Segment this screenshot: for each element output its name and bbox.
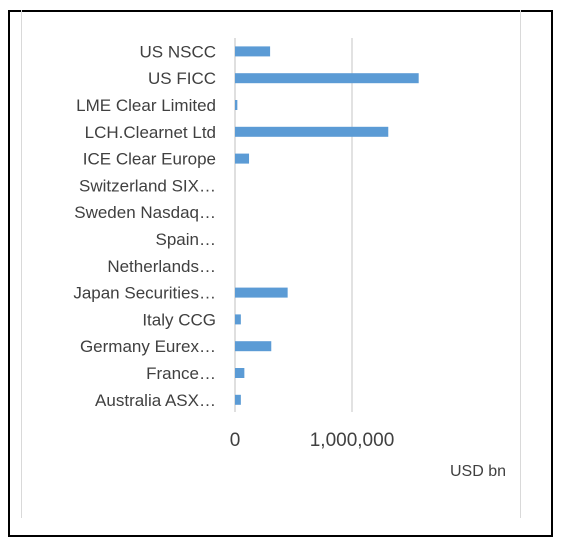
category-label-7: Spain…: [156, 230, 216, 249]
bar-4: [235, 153, 250, 164]
bars: [235, 46, 419, 405]
x-tick-label-1: 1,000,000: [310, 430, 395, 451]
category-label-8: Netherlands…: [107, 257, 216, 276]
x-axis-label: USD bn: [450, 463, 506, 480]
category-label-6: Sweden Nasdaq…: [74, 203, 216, 222]
x-tick-labels: 0 1,000,000: [230, 430, 395, 451]
chart-frame: [8, 10, 553, 537]
right-divider: [520, 10, 521, 518]
bar-0: [235, 46, 271, 57]
category-label-3: LCH.Clearnet Ltd: [85, 123, 216, 142]
x-tick-label-0: 0: [230, 430, 241, 451]
category-label-13: Australia ASX…: [95, 391, 216, 410]
category-label-2: LME Clear Limited: [76, 96, 216, 115]
bar-1: [235, 73, 419, 84]
category-label-12: France…: [146, 364, 216, 383]
bar-2: [235, 100, 238, 110]
category-label-1: US FICC: [148, 69, 216, 88]
category-label-9: Japan Securities…: [73, 284, 216, 303]
bar-9: [235, 287, 288, 298]
category-label-11: Germany Eurex…: [80, 337, 216, 356]
category-label-10: Italy CCG: [142, 310, 216, 329]
category-label-0: US NSCC: [139, 42, 216, 61]
bar-11: [235, 341, 272, 352]
category-label-4: ICE Clear Europe: [83, 150, 216, 169]
bar-10: [235, 314, 241, 325]
left-divider: [21, 10, 22, 518]
bar-13: [235, 394, 241, 405]
bar-12: [235, 368, 245, 378]
category-label-5: Switzerland SIX…: [79, 176, 216, 195]
bar-3: [235, 126, 389, 137]
category-labels: US NSCC US FICC LME Clear Limited LCH.Clear…: [73, 42, 216, 409]
